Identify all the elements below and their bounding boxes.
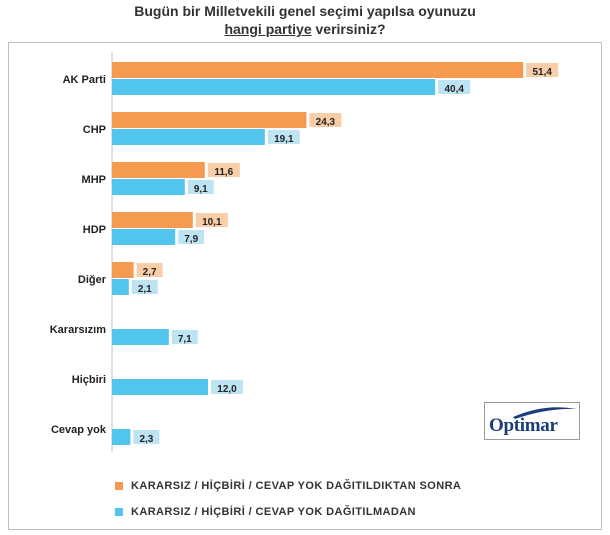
category-label: AK Parti <box>63 74 106 86</box>
data-label-background <box>267 130 300 144</box>
category-label: Kararsızım <box>50 324 106 336</box>
title-underlined-text: hangi partiye <box>224 21 312 37</box>
logo-swoosh-icon <box>513 407 577 419</box>
data-label: 7,9 <box>184 234 198 245</box>
data-label: 11,6 <box>214 167 233 178</box>
bar-blue <box>112 429 131 445</box>
bar-blue <box>112 229 176 245</box>
optimar-logo: Optimar <box>484 402 580 440</box>
bar-orange <box>112 62 524 78</box>
bar-blue <box>112 179 185 195</box>
category-label: MHP <box>82 174 106 186</box>
data-label-background <box>171 330 198 344</box>
data-label-background <box>195 213 228 227</box>
data-label: 19,1 <box>274 134 294 145</box>
legend: KARARSIZ / HİÇBİRİ / CEVAP YOK DAĞITILDI… <box>115 478 461 530</box>
legend-item-series-2: KARARSIZ / HİÇBİRİ / CEVAP YOK DAĞITILMA… <box>115 504 461 520</box>
data-label-background <box>178 230 205 244</box>
bar-orange <box>112 262 134 278</box>
title-line-2: hangi partiye verirsiniz? <box>0 20 610 38</box>
category-label: HDP <box>83 224 106 236</box>
data-label-background <box>438 80 471 94</box>
bar-blue <box>112 79 436 95</box>
bar-orange <box>112 162 205 178</box>
legend-item-series-1: KARARSIZ / HİÇBİRİ / CEVAP YOK DAĞITILDI… <box>115 478 461 494</box>
data-label: 12,0 <box>217 384 237 395</box>
title-rest-text: verirsiniz? <box>311 21 386 37</box>
category-label: Hiçbiri <box>72 374 106 386</box>
bar-orange <box>112 212 193 228</box>
data-label-background <box>207 163 240 177</box>
data-label: 7,1 <box>178 334 192 345</box>
logo-text: Optimar <box>489 415 558 436</box>
data-label: 51,4 <box>532 67 552 78</box>
chart-title: Bugün bir Milletvekili genel seçimi yapı… <box>0 2 610 38</box>
data-label-background <box>187 180 214 194</box>
data-label: 10,1 <box>202 217 222 228</box>
category-label: Cevap yok <box>51 424 107 436</box>
data-label: 2,3 <box>139 434 153 445</box>
legend-label-series-2: KARARSIZ / HİÇBİRİ / CEVAP YOK DAĞITILMA… <box>131 506 416 518</box>
data-label-background <box>309 113 342 127</box>
data-label-background <box>211 380 243 394</box>
bar-blue <box>112 379 208 395</box>
bar-blue <box>112 129 265 145</box>
data-label: 40,4 <box>444 84 464 95</box>
data-label: 2,7 <box>143 267 157 278</box>
data-label: 9,1 <box>194 184 208 195</box>
data-label: 24,3 <box>316 117 336 128</box>
data-label-background <box>131 280 158 294</box>
bar-blue <box>112 329 169 345</box>
data-label-background <box>136 263 163 277</box>
title-line-1: Bugün bir Milletvekili genel seçimi yapı… <box>134 3 476 19</box>
category-label: CHP <box>83 124 106 136</box>
category-label: Diğer <box>78 274 107 286</box>
bar-blue <box>112 279 129 295</box>
legend-label-series-1: KARARSIZ / HİÇBİRİ / CEVAP YOK DAĞITILDI… <box>131 480 462 492</box>
bar-orange <box>112 112 307 128</box>
data-label-background <box>133 430 160 444</box>
legend-swatch-orange <box>115 482 123 490</box>
data-label-background <box>526 63 559 77</box>
legend-swatch-blue <box>115 508 123 516</box>
data-label: 2,1 <box>138 284 152 295</box>
